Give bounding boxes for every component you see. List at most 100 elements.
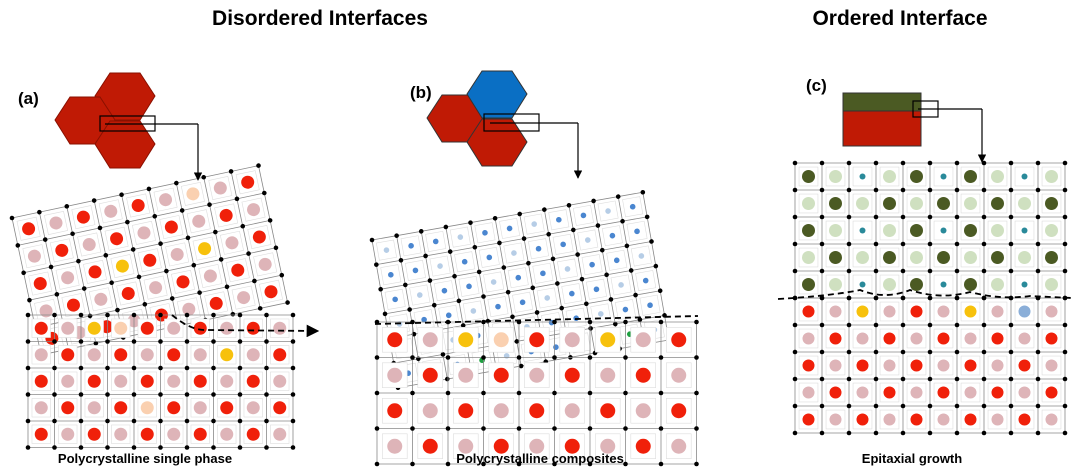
node xyxy=(659,320,664,325)
node xyxy=(874,323,879,328)
node xyxy=(230,311,235,316)
node xyxy=(620,219,625,224)
atom xyxy=(273,375,286,388)
node xyxy=(1063,404,1068,409)
node xyxy=(982,215,987,220)
node xyxy=(472,245,477,250)
node xyxy=(158,366,163,371)
node xyxy=(76,258,81,263)
node xyxy=(42,237,47,242)
node xyxy=(955,296,960,301)
node xyxy=(291,339,296,344)
node xyxy=(505,289,510,294)
node xyxy=(27,297,32,302)
node xyxy=(224,284,229,289)
atom xyxy=(423,403,438,418)
node xyxy=(26,392,31,397)
atom xyxy=(167,322,180,335)
node xyxy=(445,376,450,381)
atom xyxy=(167,375,180,388)
node xyxy=(1009,404,1014,409)
atom xyxy=(964,251,977,264)
node xyxy=(410,462,415,467)
atom xyxy=(194,428,207,441)
node xyxy=(659,426,664,431)
node xyxy=(481,294,486,299)
node xyxy=(97,225,102,230)
node xyxy=(240,223,245,228)
node xyxy=(132,419,137,424)
node xyxy=(928,215,933,220)
atom xyxy=(35,428,48,441)
atom xyxy=(937,197,950,210)
node xyxy=(552,355,557,360)
node xyxy=(517,391,522,396)
node xyxy=(398,258,403,263)
node xyxy=(623,462,628,467)
node xyxy=(793,377,798,382)
node xyxy=(982,188,987,193)
atom xyxy=(114,375,127,388)
atom xyxy=(964,170,977,183)
atom xyxy=(600,368,615,383)
node xyxy=(526,261,531,266)
node xyxy=(1063,161,1068,166)
node xyxy=(132,392,137,397)
node xyxy=(793,431,798,436)
node xyxy=(228,169,233,174)
atom xyxy=(802,170,815,183)
atom xyxy=(884,414,896,426)
atom xyxy=(1045,170,1058,183)
atom xyxy=(387,368,402,383)
node xyxy=(291,366,296,371)
atom xyxy=(167,401,180,414)
node xyxy=(264,419,269,424)
node xyxy=(847,161,852,166)
atom xyxy=(964,197,977,210)
node xyxy=(115,307,120,312)
node xyxy=(52,313,57,318)
caption: Polycrystalline composites xyxy=(456,451,624,466)
atom xyxy=(88,375,101,388)
node xyxy=(595,223,600,228)
node xyxy=(517,426,522,431)
atom xyxy=(910,170,923,183)
node xyxy=(105,392,110,397)
node xyxy=(158,445,163,450)
atom xyxy=(141,428,154,441)
atom xyxy=(141,401,154,414)
node xyxy=(653,263,658,268)
node xyxy=(820,350,825,355)
atom xyxy=(458,403,473,418)
atom xyxy=(992,333,1004,345)
node xyxy=(132,313,137,318)
node xyxy=(79,392,84,397)
section-title: Ordered Interface xyxy=(812,7,987,30)
lattice xyxy=(793,161,1068,301)
node xyxy=(694,320,699,325)
node xyxy=(285,300,290,305)
atom xyxy=(1019,360,1031,372)
node xyxy=(52,445,57,450)
atom xyxy=(856,251,869,264)
node xyxy=(566,203,571,208)
node xyxy=(1063,242,1068,247)
atom xyxy=(529,403,544,418)
node xyxy=(530,285,535,290)
node xyxy=(623,355,628,360)
atom xyxy=(965,387,977,399)
node xyxy=(252,278,257,283)
node xyxy=(1063,377,1068,382)
atom xyxy=(671,403,686,418)
node xyxy=(481,426,486,431)
node xyxy=(955,377,960,382)
atom xyxy=(803,387,815,399)
node xyxy=(847,377,852,382)
node xyxy=(132,445,137,450)
node xyxy=(624,243,629,248)
node xyxy=(982,323,987,328)
node xyxy=(446,426,451,431)
atom xyxy=(910,278,923,291)
node xyxy=(820,161,825,166)
atom xyxy=(860,228,866,234)
